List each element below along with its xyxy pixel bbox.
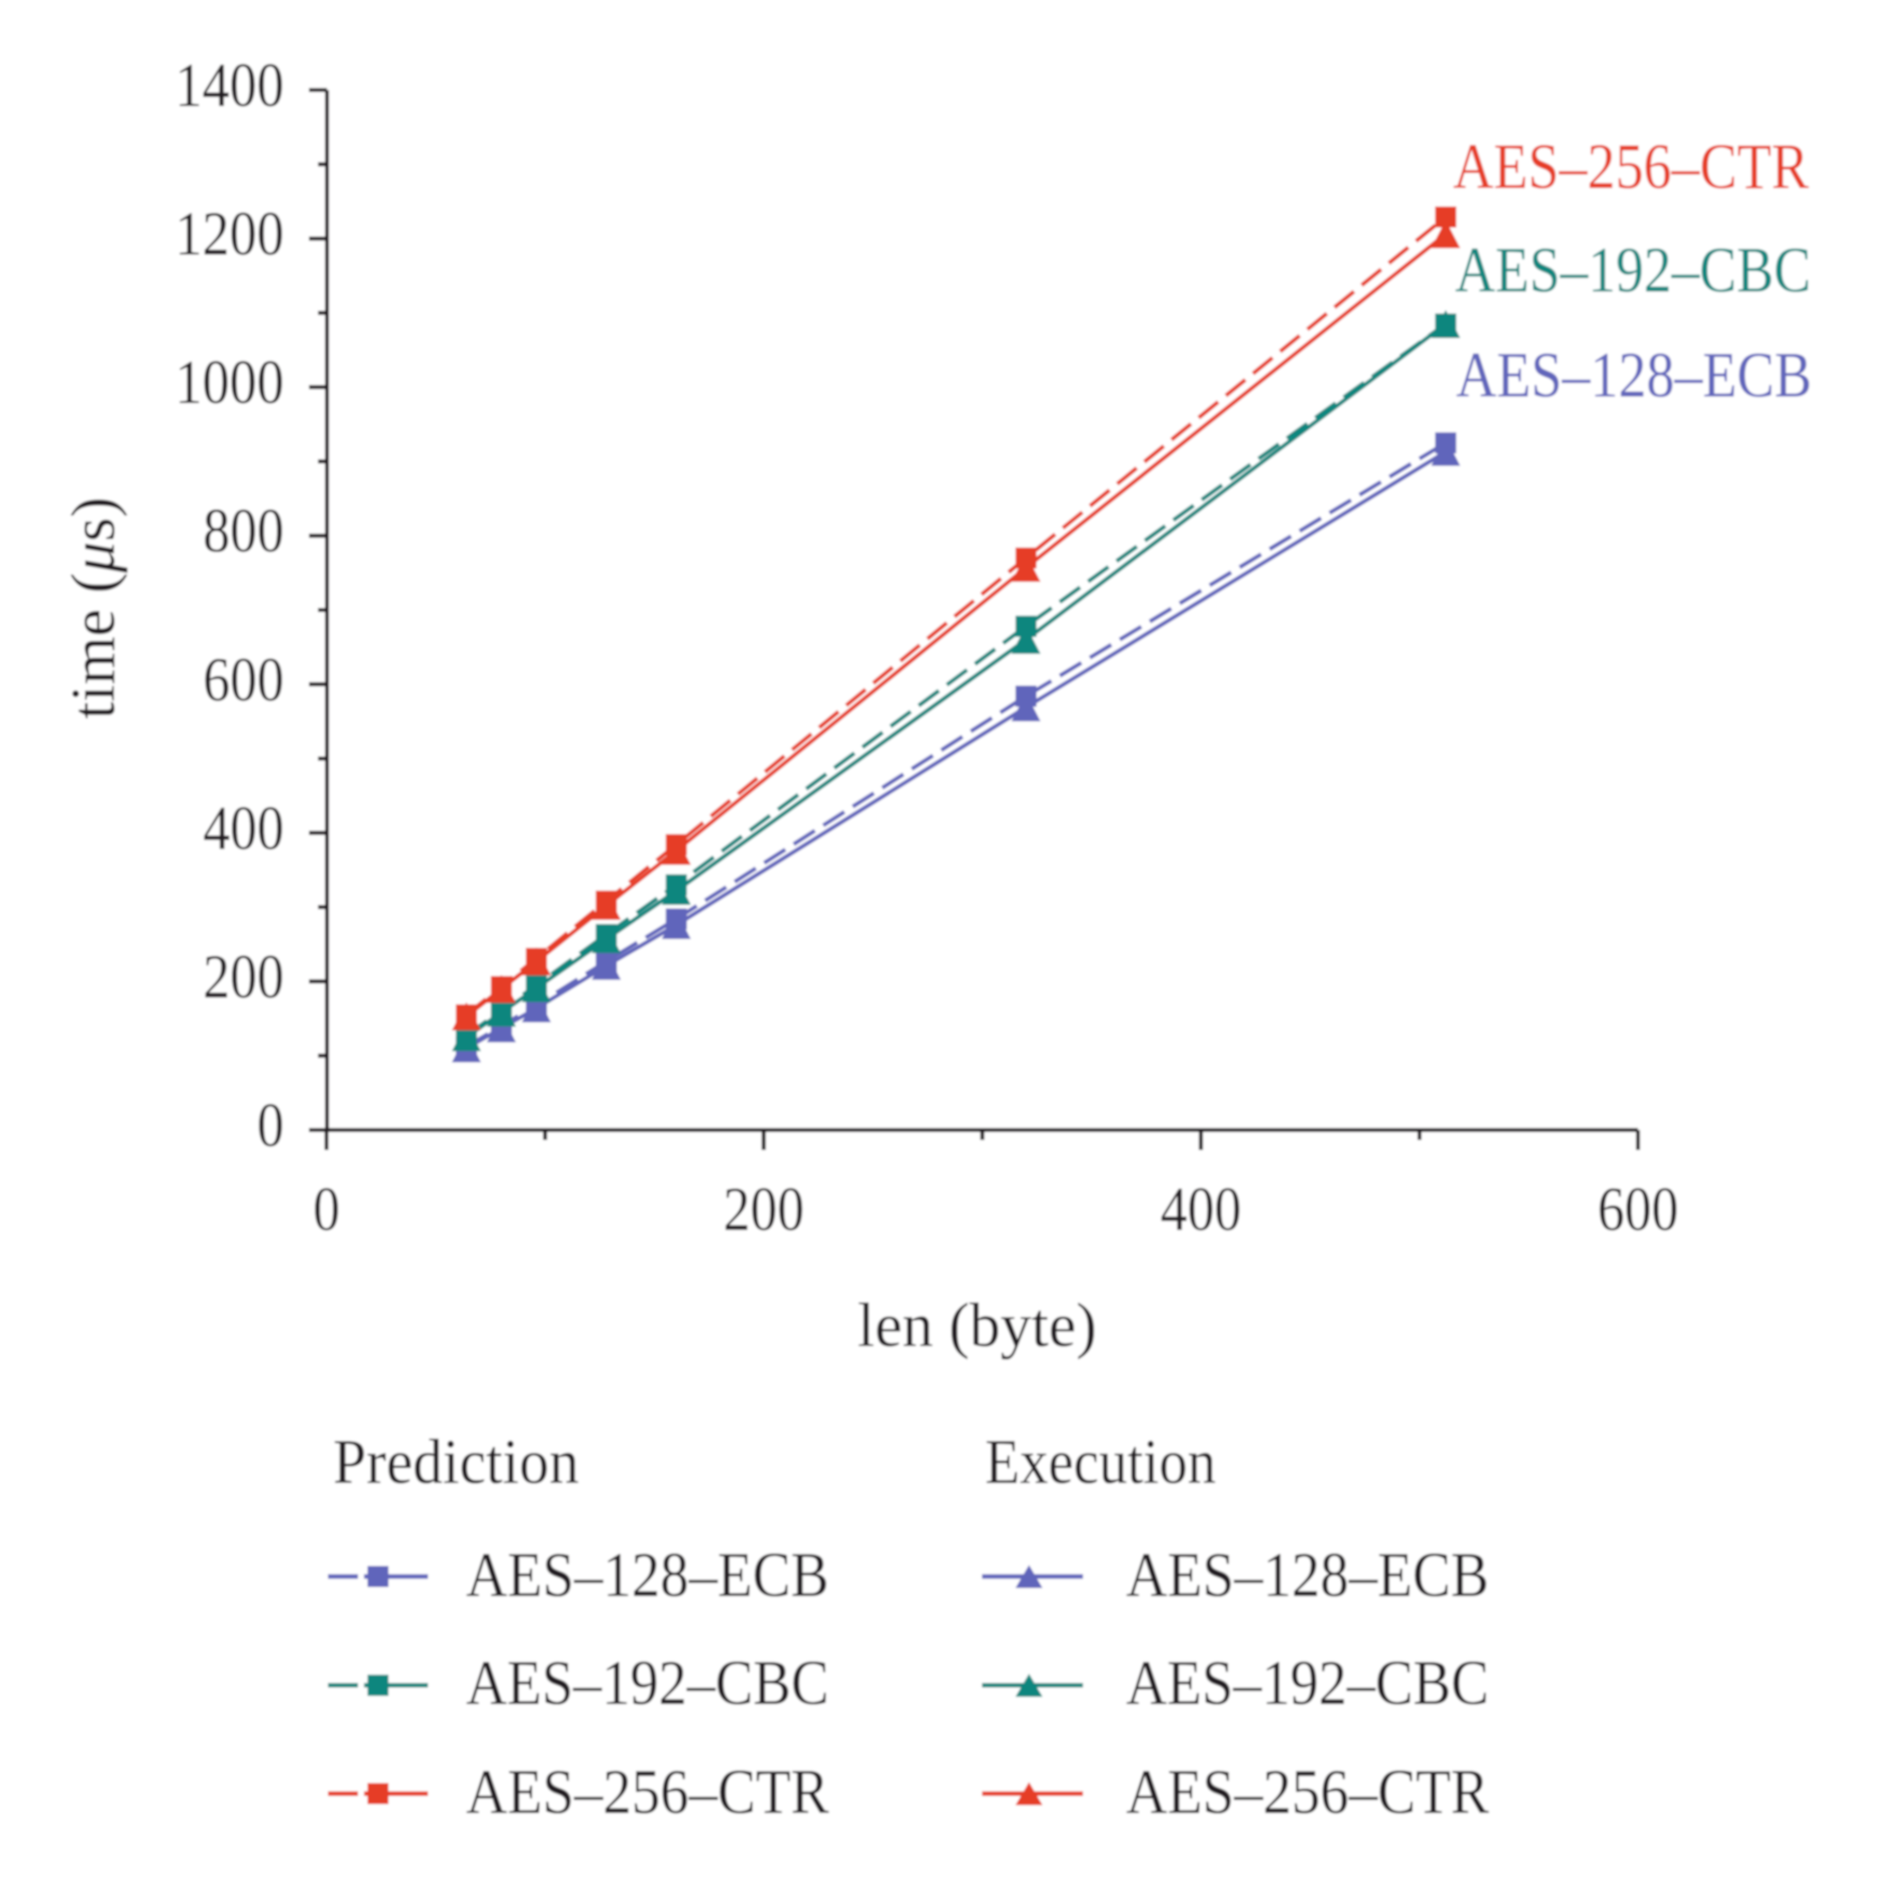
svg-text:1200: 1200 — [175, 199, 284, 268]
svg-text:AES–256–CTR: AES–256–CTR — [466, 1757, 829, 1828]
svg-text:1000: 1000 — [175, 348, 284, 417]
svg-text:AES–192–CBC: AES–192–CBC — [1126, 1648, 1489, 1719]
svg-text:AES–128–ECB: AES–128–ECB — [466, 1540, 829, 1611]
svg-text:200: 200 — [723, 1175, 804, 1244]
svg-text:0: 0 — [313, 1175, 340, 1244]
svg-text:400: 400 — [1160, 1175, 1241, 1244]
svg-text:len (byte): len (byte) — [858, 1292, 1097, 1360]
svg-text:time (μs): time (μs) — [60, 497, 128, 719]
svg-text:600: 600 — [1598, 1175, 1679, 1244]
svg-text:200: 200 — [203, 942, 284, 1011]
svg-text:Execution: Execution — [985, 1427, 1216, 1498]
svg-text:AES–128–ECB: AES–128–ECB — [1456, 340, 1812, 412]
svg-text:AES–128–ECB: AES–128–ECB — [1126, 1540, 1489, 1611]
svg-text:AES–192–CBC: AES–192–CBC — [1455, 235, 1811, 307]
svg-text:1400: 1400 — [175, 51, 284, 120]
svg-text:600: 600 — [203, 645, 284, 714]
svg-text:AES–256–CTR: AES–256–CTR — [1126, 1757, 1489, 1828]
svg-text:AES–256–CTR: AES–256–CTR — [1453, 131, 1809, 203]
svg-text:800: 800 — [203, 496, 284, 565]
svg-text:AES–192–CBC: AES–192–CBC — [466, 1648, 829, 1719]
svg-text:0: 0 — [257, 1091, 284, 1160]
svg-text:Prediction: Prediction — [333, 1427, 579, 1497]
svg-text:400: 400 — [203, 793, 284, 862]
